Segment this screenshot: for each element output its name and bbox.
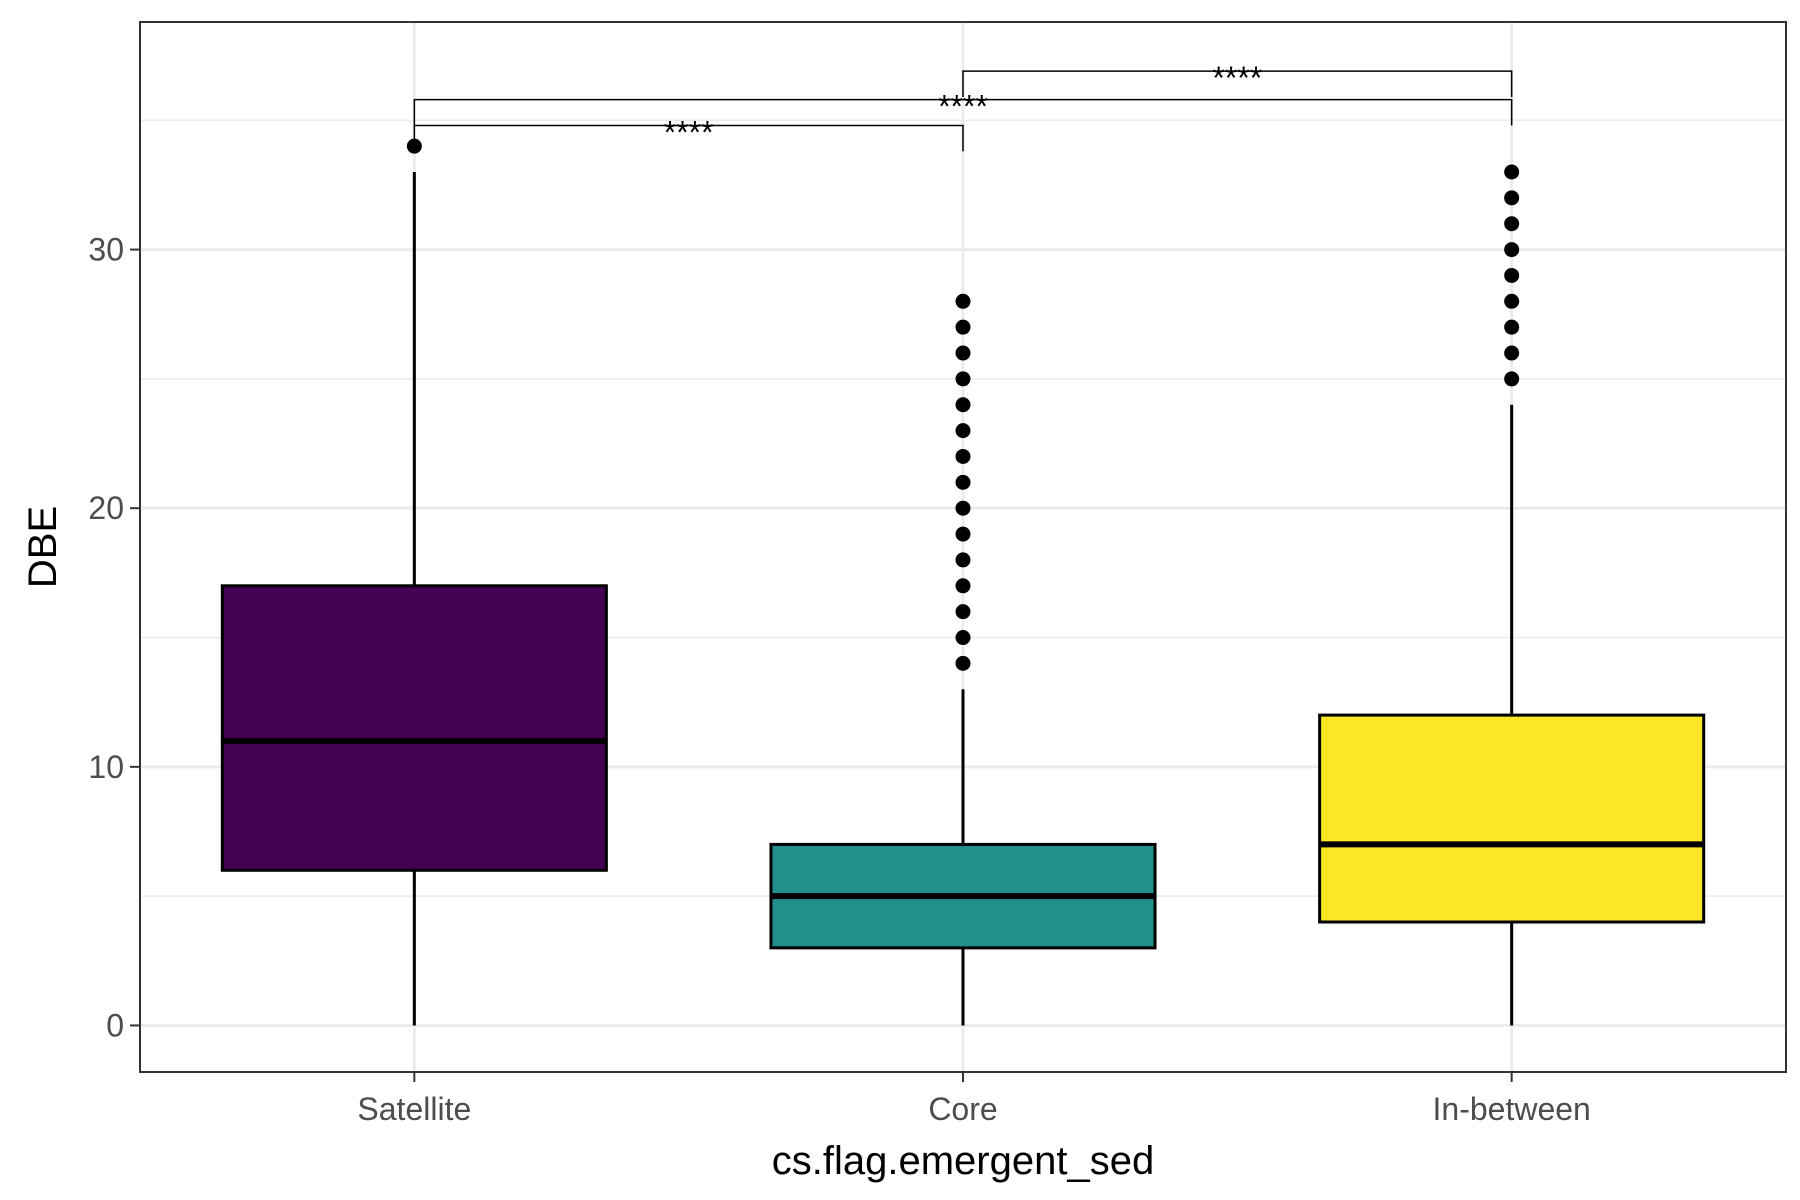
- outlier-point: [955, 526, 971, 542]
- y-tick-label: 0: [106, 1007, 124, 1043]
- outlier-point: [1504, 190, 1520, 206]
- outlier-point: [955, 474, 971, 490]
- outlier-point: [955, 500, 971, 516]
- box-body: [1318, 713, 1706, 924]
- outlier-point: [955, 578, 971, 594]
- bracket-core-in-between: ****: [962, 60, 1513, 97]
- outlier-point: [955, 345, 971, 361]
- outlier-point: [955, 293, 971, 309]
- significance-label: ****: [1212, 60, 1262, 96]
- outlier-point: [955, 423, 971, 439]
- y-tick-label: 10: [88, 749, 124, 785]
- outlier-point: [1504, 293, 1520, 309]
- outlier-point: [955, 319, 971, 335]
- outlier-point: [955, 630, 971, 646]
- bracket-line: [413, 98, 1513, 126]
- box-in-between: [1318, 164, 1706, 1026]
- axes: 0 10 20 30 Satellite Core In-between: [88, 232, 1590, 1127]
- outlier-point: [1504, 371, 1520, 387]
- outlier-point: [955, 371, 971, 387]
- significance-label: ****: [664, 114, 714, 150]
- outlier-point: [1504, 345, 1520, 361]
- box-satellite: [220, 138, 608, 1026]
- outlier-point: [1504, 267, 1520, 283]
- x-axis-title: cs.flag.emergent_sed: [772, 1139, 1154, 1183]
- outlier-point: [1504, 164, 1520, 180]
- box-core: [769, 293, 1157, 1026]
- x-tick-label: Satellite: [357, 1091, 471, 1127]
- y-tick-label: 20: [88, 490, 124, 526]
- bracket-satellite-core: ****: [413, 114, 964, 152]
- y-tick-label: 30: [88, 232, 124, 268]
- outlier-point: [955, 448, 971, 464]
- outlier-point: [955, 397, 971, 413]
- boxes: [220, 138, 1706, 1026]
- y-axis-title: DBE: [21, 506, 65, 588]
- x-tick-label: In-between: [1433, 1091, 1591, 1127]
- significance-brackets: ************: [413, 60, 1513, 152]
- outlier-point: [955, 604, 971, 620]
- x-tick-label: Core: [928, 1091, 997, 1127]
- outlier-point: [1504, 319, 1520, 335]
- box-body: [220, 584, 608, 872]
- outlier-point: [1504, 216, 1520, 232]
- outlier-point: [1504, 242, 1520, 258]
- bracket-line: [413, 124, 964, 152]
- outlier-point: [955, 552, 971, 568]
- bracket-line: [962, 70, 1513, 97]
- outlier-point: [955, 655, 971, 671]
